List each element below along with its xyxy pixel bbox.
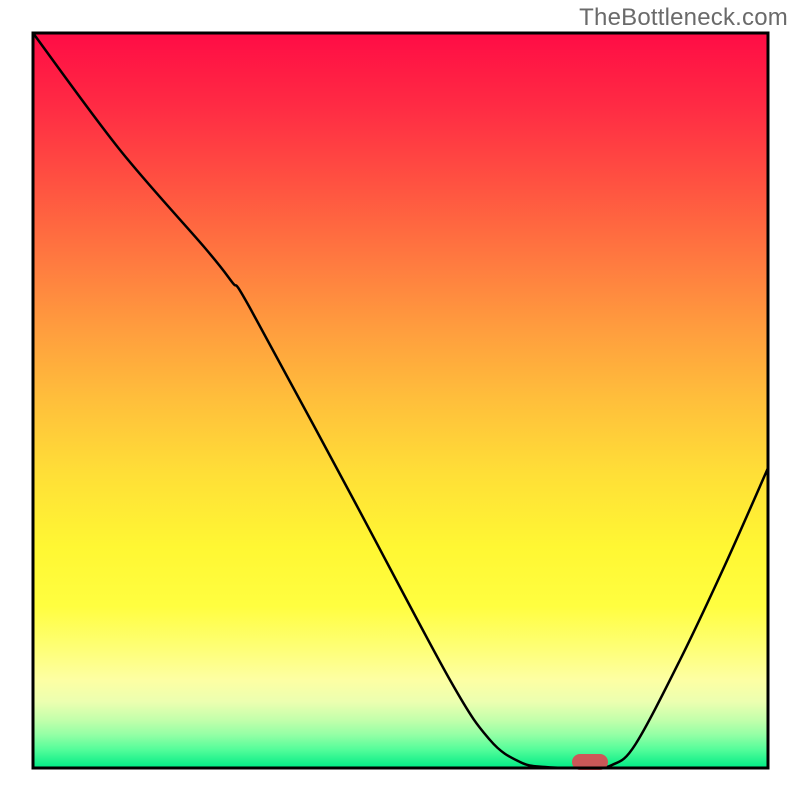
watermark-text: TheBottleneck.com (579, 4, 788, 32)
chart-background (33, 33, 768, 768)
bottleneck-chart (0, 0, 800, 800)
